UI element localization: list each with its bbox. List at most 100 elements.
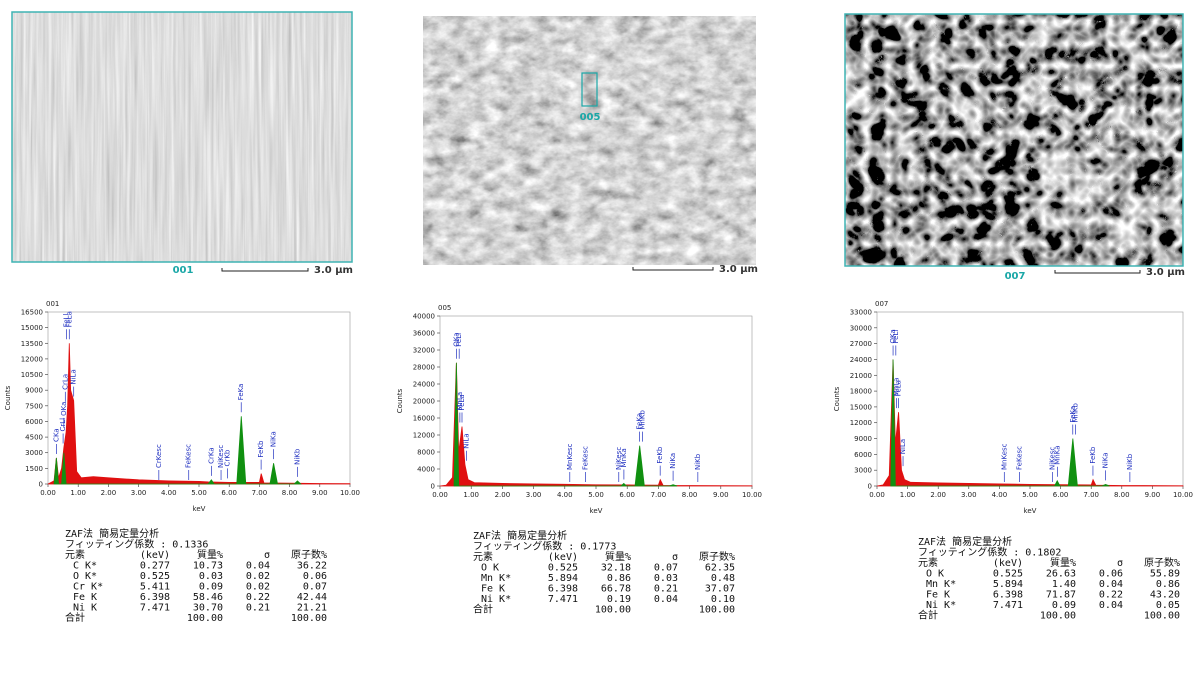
y-tick-label: 36000	[413, 330, 435, 338]
table-total: 100.00	[187, 613, 223, 624]
x-tick-label: 4.00	[161, 489, 177, 497]
y-tick-label: 10500	[21, 371, 43, 379]
peak-label: FeLl	[63, 313, 71, 327]
table-header: 原子数%	[699, 550, 735, 563]
table-title: ZAF法 簡易定量分析	[65, 527, 159, 540]
x-tick-label: 10.00	[1173, 491, 1193, 499]
x-tick-label: 7.00	[252, 489, 268, 497]
table-cell: 0.06	[303, 571, 327, 582]
table-header: 元素	[473, 550, 493, 563]
x-tick-label: 7.00	[651, 491, 667, 499]
table-cell: 0.21	[654, 584, 678, 595]
y-tick-label: 3000	[25, 449, 43, 457]
peak-label: NiLa	[463, 433, 471, 448]
x-tick-label: 2.00	[495, 491, 511, 499]
y-tick-label: 30000	[850, 324, 872, 332]
y-tick-label: 20000	[413, 398, 435, 406]
y-tick-label: 16000	[413, 415, 435, 423]
peak-label: FeLl	[892, 330, 900, 344]
peak-label: NiKb	[1126, 453, 1134, 470]
table-cell: 30.70	[193, 603, 223, 614]
x-tick-label: 8.00	[682, 491, 698, 499]
y-tick-label: 7500	[25, 402, 43, 410]
peak-label: FeKb	[1089, 446, 1097, 464]
table-cell: 21.21	[297, 603, 327, 614]
y-tick-label: 33000	[850, 309, 872, 317]
y-tick-label: 16500	[21, 309, 43, 317]
table-cell: 7.471	[548, 594, 578, 605]
table-cell: Fe K	[481, 584, 505, 595]
peak-label: MnKb	[1072, 402, 1080, 422]
peak-label: FeKesc	[1016, 446, 1024, 470]
x-tick-label: 6.00	[221, 489, 237, 497]
image-frame	[11, 11, 353, 263]
sem-texture	[423, 16, 756, 265]
peak-label: NiLa	[70, 369, 78, 384]
peak-label: FeLa	[895, 380, 903, 396]
y-tick-label: 13500	[21, 340, 43, 348]
table-cell: 37.07	[705, 584, 735, 595]
table-header: σ	[1117, 558, 1123, 569]
y-tick-label: 12000	[21, 355, 43, 363]
x-tick-label: 4.00	[992, 491, 1008, 499]
image-frame	[844, 13, 1184, 267]
table-cell: 0.09	[199, 582, 223, 593]
y-tick-label: 28000	[413, 364, 435, 372]
table-cell: 0.19	[607, 594, 631, 605]
y-tick-label: 0	[868, 483, 872, 491]
y-tick-label: 0	[39, 481, 43, 489]
table-header: σ	[264, 550, 270, 561]
peak-label: NiKb	[294, 448, 302, 465]
table-cell: 32.18	[601, 563, 631, 574]
x-tick-label: 2.00	[930, 491, 946, 499]
table-cell: C K*	[73, 561, 97, 572]
peak-label: NiKa	[1102, 452, 1110, 468]
y-axis-label: Counts	[396, 388, 404, 413]
y-tick-label: 6000	[25, 418, 43, 426]
table-header: 元素	[918, 556, 938, 569]
table-header: 質量%	[1050, 556, 1076, 569]
table-header: 原子数%	[1144, 556, 1180, 569]
x-tick-label: 9.00	[1145, 491, 1161, 499]
y-tick-label: 18000	[850, 388, 872, 396]
x-tick-label: 0.00	[40, 489, 56, 497]
table-cell: O K*	[73, 571, 97, 582]
peak-label: CrKesc	[155, 444, 163, 468]
x-tick-label: 3.00	[961, 491, 977, 499]
x-tick-label: 5.00	[588, 491, 604, 499]
table-header: (keV)	[140, 550, 170, 561]
table-cell: 58.46	[193, 592, 223, 603]
table-cell: 0.525	[548, 563, 578, 574]
x-tick-label: 10.00	[340, 489, 360, 497]
plot-area	[47, 311, 351, 485]
spectrum-area	[53, 416, 302, 485]
image-label: 007	[1005, 271, 1026, 282]
peak-label: CrKb	[224, 449, 232, 466]
sem-texture	[845, 14, 1183, 266]
x-tick-label: 1.00	[463, 491, 479, 499]
table-cell: 10.73	[193, 561, 223, 572]
y-tick-label: 9000	[854, 435, 872, 443]
table-cell: 0.04	[1099, 600, 1123, 611]
table-cell: 0.86	[607, 573, 631, 584]
table-cell: 5.894	[548, 573, 578, 584]
y-tick-label: 3000	[854, 467, 872, 475]
chart-title: 007	[875, 300, 888, 308]
table-cell: 0.04	[1099, 579, 1123, 590]
x-tick-label: 9.00	[713, 491, 729, 499]
peak-label: CrKa	[207, 447, 215, 464]
table-cell: Cr K*	[73, 582, 103, 593]
peak-label: MnKa	[620, 448, 628, 467]
table-title: ZAF法 簡易定量分析	[473, 529, 567, 542]
peak-label: NiKesc	[217, 445, 225, 468]
x-tick-label: 4.00	[557, 491, 573, 499]
x-tick-label: 6.00	[619, 491, 635, 499]
y-axis-label: Counts	[4, 385, 12, 410]
table-cell: 71.87	[1046, 590, 1076, 601]
x-tick-label: 1.00	[900, 491, 916, 499]
y-tick-label: 12000	[413, 432, 435, 440]
scale-label: 3.0 µm	[314, 265, 353, 276]
peak-label: MnKb	[638, 410, 646, 430]
peak-label: FeKb	[656, 446, 664, 464]
